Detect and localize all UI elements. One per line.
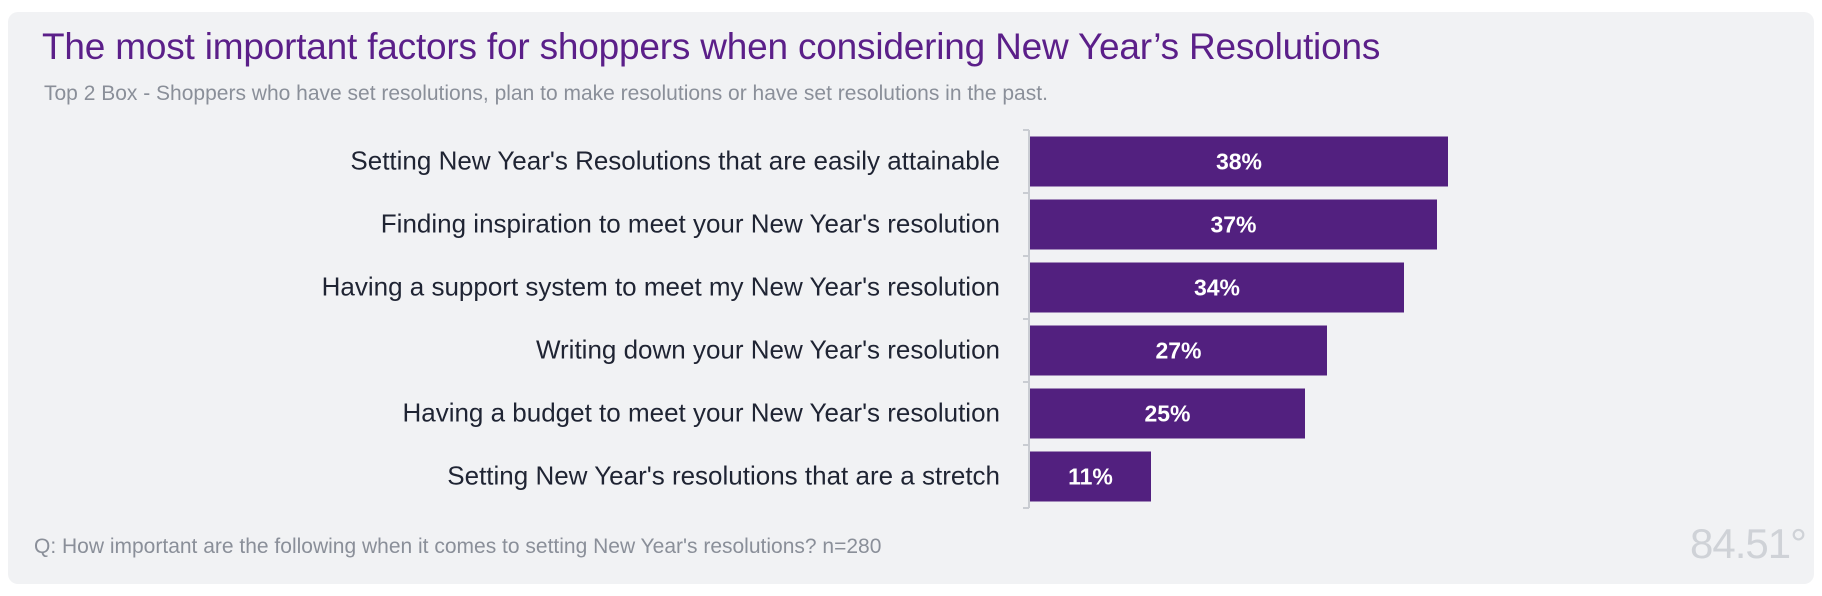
bar bbox=[1030, 325, 1327, 376]
category-label: Having a support system to meet my New Y… bbox=[322, 271, 1000, 301]
brand-logo: 84.51° bbox=[1690, 520, 1807, 567]
chart-card bbox=[8, 12, 1814, 584]
question-footnote: Q: How important are the following when … bbox=[34, 535, 882, 558]
chart-title: The most important factors for shoppers … bbox=[42, 26, 1381, 67]
bar bbox=[1030, 136, 1448, 187]
data-label: 27% bbox=[1155, 338, 1201, 364]
data-label: 37% bbox=[1210, 212, 1256, 238]
data-label: 34% bbox=[1194, 275, 1240, 301]
data-label: 11% bbox=[1068, 464, 1113, 490]
bar bbox=[1030, 262, 1404, 313]
bar bbox=[1030, 388, 1305, 439]
category-label: Finding inspiration to meet your New Yea… bbox=[381, 208, 1000, 238]
data-label: 25% bbox=[1144, 401, 1190, 427]
chart-subtitle: Top 2 Box - Shoppers who have set resolu… bbox=[44, 82, 1048, 105]
category-label: Setting New Year's Resolutions that are … bbox=[350, 145, 1000, 175]
data-label: 38% bbox=[1216, 149, 1262, 175]
bar bbox=[1030, 199, 1437, 250]
category-label: Writing down your New Year's resolution bbox=[536, 334, 1000, 364]
category-label: Having a budget to meet your New Year's … bbox=[402, 397, 1000, 427]
bar bbox=[1030, 451, 1151, 502]
category-label: Setting New Year's resolutions that are … bbox=[447, 460, 1000, 490]
